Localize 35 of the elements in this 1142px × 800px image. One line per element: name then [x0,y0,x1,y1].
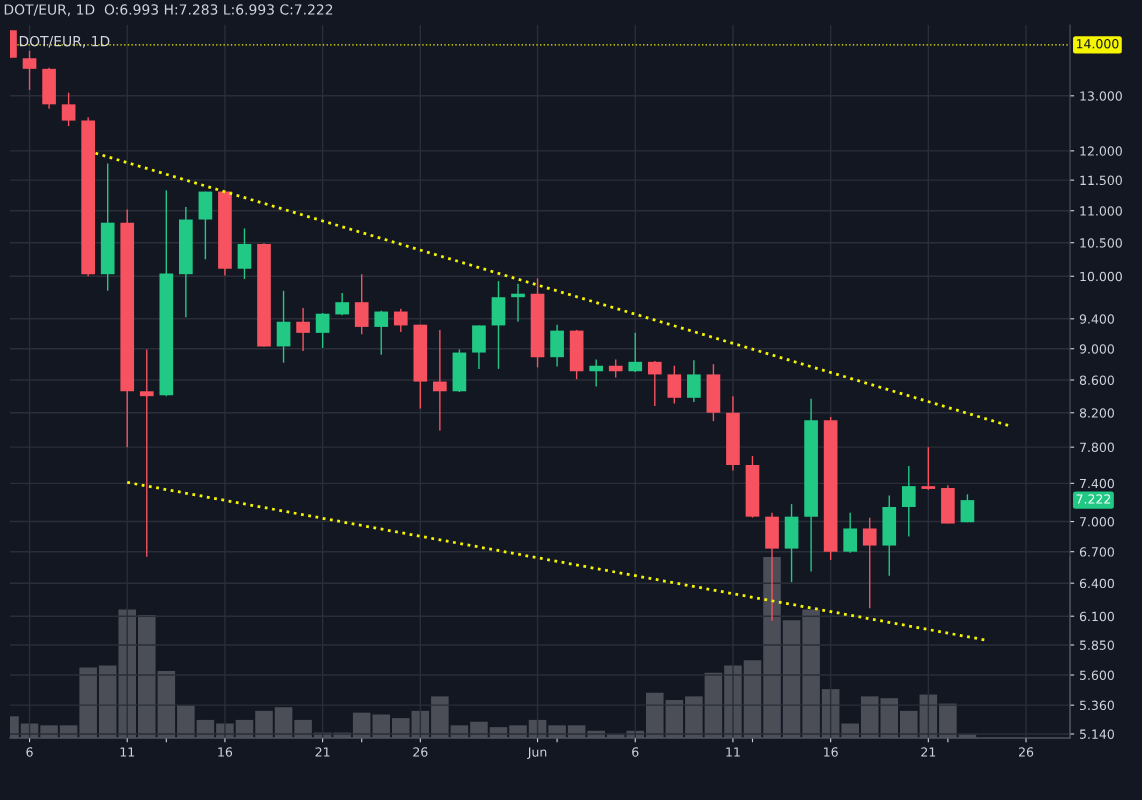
y-tick-label: 8.200 [1079,408,1114,418]
y-tick-label: 7.400 [1080,478,1114,489]
y-tick-label: 10.500 [1080,238,1122,248]
x-tick-label: 26 [1019,747,1034,757]
x-tick-label: 6 [26,747,33,757]
text: 7.222 [1076,494,1111,504]
y-tick-label: 9.400 [1079,314,1114,324]
y-tick-label: 7.800 [1080,442,1114,453]
y-tick-label: 9.000 [1079,344,1114,354]
x-tick-label: 21 [921,747,936,757]
y-tick-label: 5.140 [1079,729,1114,739]
y-tick-label: 11.000 [1080,206,1122,216]
y-tick-label: 5.360 [1079,700,1114,711]
x-tick-label: 16 [218,747,233,757]
x-tick-label: Jun [527,747,547,760]
y-tick-label: 13.000 [1080,91,1122,101]
x-tick-label: 11 [726,747,740,757]
text: DOT/EUR, 1D [19,35,110,48]
y-tick-label: 10.000 [1080,271,1122,282]
x-tick-label: 21 [315,747,330,757]
y-tick-label: 5.600 [1079,670,1114,680]
x-tick-label: 26 [413,747,428,757]
y-tick-label: 6.700 [1079,547,1114,557]
y-tick-label: 5.850 [1079,640,1114,650]
y-tick-label: 8.600 [1079,375,1114,385]
y-tick-label: 12.000 [1080,146,1122,156]
y-tick-label: 6.400 [1079,578,1114,589]
chart-title: DOT/EUR, 1D O:6.993 H:7.283 L:6.993 C:7.222 [4,4,333,17]
y-tick-label: 7.000 [1080,517,1114,527]
y-tick-label: 6.100 [1079,611,1114,622]
y-tick-label: 11.500 [1080,175,1122,186]
x-tick-label: 6 [632,747,639,757]
x-tick-label: 16 [824,747,838,757]
ref-line-label: 14.000 [1076,39,1119,49]
x-tick-label: 11 [120,747,135,757]
